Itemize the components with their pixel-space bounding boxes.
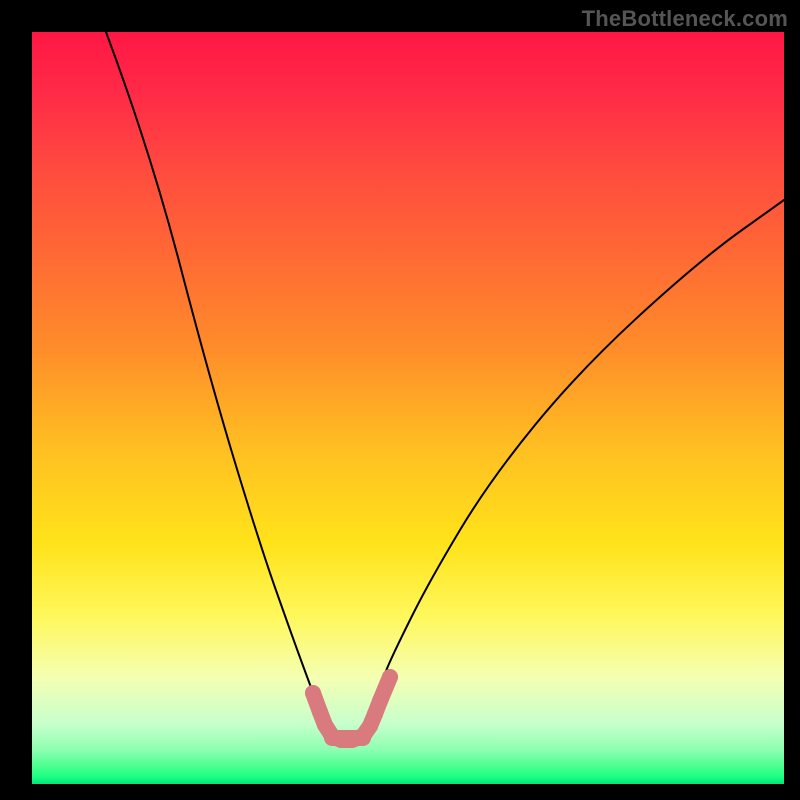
bottleneck-chart xyxy=(0,0,800,800)
frame-bottom xyxy=(0,784,800,800)
watermark-text-top: TheBottleneck.com xyxy=(582,6,788,32)
frame-right xyxy=(784,0,800,800)
frame-left xyxy=(0,0,32,800)
